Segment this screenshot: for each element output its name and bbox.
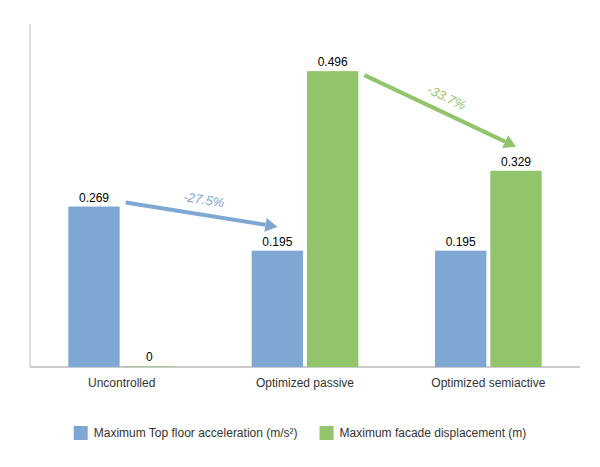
bar [68,207,119,367]
legend-item: Maximum Top floor acceleration (m/s²) [74,426,298,440]
x-tick-label: Uncontrolled [88,376,155,390]
arrow-shaft [364,75,505,141]
legend: Maximum Top floor acceleration (m/s²) Max… [74,426,527,440]
legend-label: Maximum Top floor acceleration (m/s²) [94,426,298,440]
data-label: 0 [146,350,153,364]
legend-swatch [320,426,334,440]
data-label: 0.195 [446,235,476,249]
x-tick-label: Optimized semiactive [431,376,545,390]
data-label: 0.269 [79,191,109,205]
data-label: 0.195 [262,235,292,249]
bar [435,251,486,367]
bar [252,251,303,367]
bar [490,171,541,367]
bars [68,71,541,367]
annotation: -33.7% [425,82,469,113]
y-axis-line [30,24,31,367]
annotation: -27.5% [182,189,225,210]
arrow-head [502,135,516,148]
bar [124,366,175,367]
data-label: 0.496 [318,55,348,69]
legend-swatch [74,426,88,440]
chart-container: Uncontrolled Optimized passive Optimized s… [0,0,600,467]
bar [307,71,358,367]
data-label: 0.329 [501,155,531,169]
x-tick-label: Optimized passive [256,376,354,390]
annotation-arrow [364,75,516,148]
arrow-head [264,218,277,232]
legend-label: Maximum facade displacement (m) [340,426,527,440]
chart: Uncontrolled Optimized passive Optimized s… [0,0,600,467]
legend-item: Maximum facade displacement (m) [320,426,527,440]
